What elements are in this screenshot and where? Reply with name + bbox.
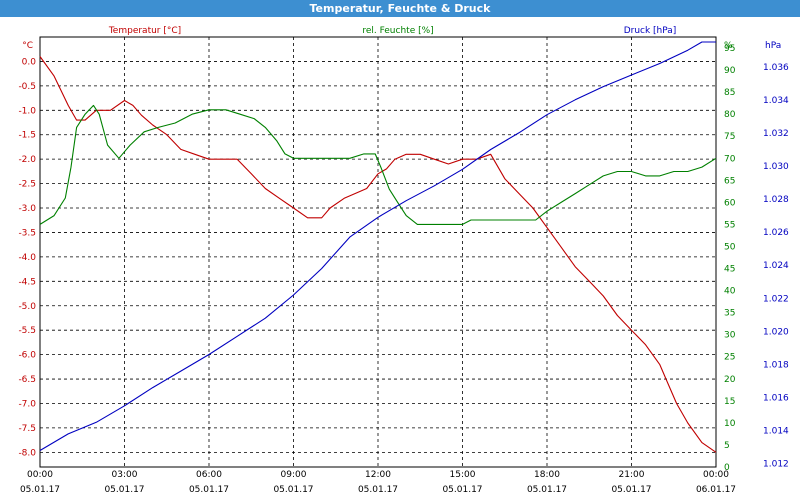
time-tick-label: 21:00 <box>619 470 645 480</box>
chart-area: °C 0.0 -0.5 -1.0 -1.5 -2.0 -2.5 -3.0 -3.5 -4.0 -4.… <box>0 17 800 500</box>
pressure-tick-label: 1.018 <box>763 360 789 370</box>
series-line-temperature <box>39 56 717 453</box>
temperature-tick-label: -3.0 <box>18 204 36 214</box>
temperature-tick-label: -0.5 <box>18 82 36 92</box>
date-tick-label: 05.01.17 <box>358 485 398 495</box>
humidity-tick-label: 25 <box>724 353 735 363</box>
time-tick-label: 00:00 <box>27 470 53 480</box>
humidity-tick-label: 55 <box>724 220 735 230</box>
pressure-tick-label: 1.034 <box>763 96 789 106</box>
humidity-tick-label: 80 <box>724 110 736 120</box>
temperature-tick-label: -4.0 <box>18 253 36 263</box>
humidity-tick-label: 85 <box>724 88 735 98</box>
humidity-tick-label: 10 <box>724 419 736 429</box>
pressure-axis: hPa 1.036 1.034 1.032 1.030 1.028 1.026 1.024 1.… <box>763 41 789 470</box>
humidity-tick-label: 20 <box>724 375 736 385</box>
temperature-tick-label: -5.0 <box>18 302 36 312</box>
temperature-tick-label: -4.5 <box>18 277 36 287</box>
humidity-tick-label: 60 <box>724 198 736 208</box>
temperature-tick-label: -2.5 <box>18 180 36 190</box>
grid <box>39 36 717 468</box>
humidity-tick-label: 95 <box>724 44 735 54</box>
date-tick-label: 05.01.17 <box>442 485 482 495</box>
pressure-tick-label: 1.030 <box>763 162 789 172</box>
time-tick-label: 06:00 <box>196 470 222 480</box>
temperature-tick-label: -1.5 <box>18 131 36 141</box>
temperature-tick-label: -2.0 <box>18 155 36 165</box>
legend: Temperatur [°C] rel. Feuchte [%] Druck [hP… <box>108 26 676 36</box>
time-tick-label: 18:00 <box>534 470 560 480</box>
temperature-tick-label: -6.5 <box>18 375 36 385</box>
pressure-unit: hPa <box>765 41 781 51</box>
date-tick-label: 05.01.17 <box>20 485 60 495</box>
series-line-humidity <box>39 104 717 225</box>
humidity-tick-label: 5 <box>724 441 730 451</box>
pressure-tick-label: 1.016 <box>763 394 789 404</box>
pressure-tick-label: 1.022 <box>763 294 789 304</box>
temperature-tick-label: -7.0 <box>18 399 36 409</box>
date-tick-label: 05.01.17 <box>104 485 144 495</box>
humidity-tick-label: 0 <box>724 463 730 473</box>
temperature-tick-label: -7.5 <box>18 424 36 434</box>
window-title: Temperatur, Feuchte & Druck <box>0 0 800 17</box>
temperature-tick-label: -5.5 <box>18 326 36 336</box>
humidity-tick-label: 45 <box>724 265 735 275</box>
time-tick-label: 09:00 <box>281 470 307 480</box>
humidity-unit: % <box>724 41 733 51</box>
pressure-tick-label: 1.020 <box>763 327 789 337</box>
time-tick-label: 00:00 <box>703 470 729 480</box>
pressure-tick-label: 1.028 <box>763 195 789 205</box>
plot-lines <box>39 41 717 453</box>
humidity-tick-label: 50 <box>724 242 736 252</box>
pressure-tick-label: 1.036 <box>763 63 789 73</box>
humidity-tick-label: 35 <box>724 309 735 319</box>
temperature-tick-label: -6.0 <box>18 351 36 361</box>
series-line-pressure <box>39 41 716 451</box>
legend-label-humidity: rel. Feuchte [%] <box>362 26 433 36</box>
date-tick-label: 05.01.17 <box>611 485 651 495</box>
temperature-tick-label: -1.0 <box>18 106 36 116</box>
temperature-tick-label: -8.0 <box>18 448 36 458</box>
legend-label-temperature: Temperatur [°C] <box>108 26 181 36</box>
time-tick-label: 12:00 <box>365 470 391 480</box>
time-axis: 00:00 05.01.17 03:00 05.01.17 06:00 05.01.17 0… <box>20 470 736 495</box>
date-tick-label: 05.01.17 <box>189 485 229 495</box>
temperature-tick-label: -3.5 <box>18 228 36 238</box>
pressure-tick-label: 1.032 <box>763 129 789 139</box>
temperature-tick-label: 0.0 <box>22 57 37 67</box>
temperature-axis: °C 0.0 -0.5 -1.0 -1.5 -2.0 -2.5 -3.0 -3.5 -4.0 -4.… <box>18 41 36 458</box>
humidity-tick-label: 30 <box>724 331 736 341</box>
humidity-tick-label: 75 <box>724 132 735 142</box>
pressure-tick-label: 1.026 <box>763 228 789 238</box>
time-tick-label: 15:00 <box>450 470 476 480</box>
humidity-tick-label: 90 <box>724 66 736 76</box>
date-tick-label: 06.01.17 <box>696 485 736 495</box>
humidity-tick-label: 15 <box>724 397 735 407</box>
humidity-tick-label: 40 <box>724 287 736 297</box>
pressure-tick-label: 1.012 <box>763 460 789 470</box>
pressure-tick-label: 1.024 <box>763 261 789 271</box>
time-tick-label: 03:00 <box>112 470 138 480</box>
temperature-unit: °C <box>22 41 33 51</box>
date-tick-label: 05.01.17 <box>527 485 567 495</box>
pressure-tick-label: 1.014 <box>763 427 789 437</box>
legend-label-pressure: Druck [hPa] <box>624 26 677 36</box>
humidity-tick-label: 70 <box>724 154 736 164</box>
humidity-tick-label: 65 <box>724 176 735 186</box>
date-tick-label: 05.01.17 <box>273 485 313 495</box>
